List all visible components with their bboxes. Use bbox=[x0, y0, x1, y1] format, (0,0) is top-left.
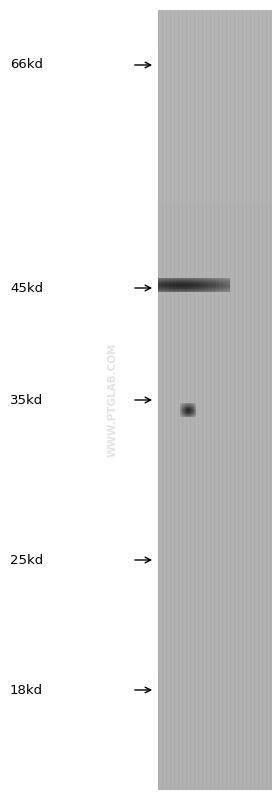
Bar bbox=[158, 634, 272, 673]
Bar bbox=[242, 10, 243, 790]
Bar bbox=[250, 10, 251, 790]
Bar bbox=[158, 244, 272, 283]
Bar bbox=[158, 10, 159, 790]
Bar bbox=[218, 10, 219, 790]
Bar bbox=[262, 10, 263, 790]
Bar bbox=[186, 10, 187, 790]
Bar bbox=[158, 10, 272, 790]
Text: 66kd: 66kd bbox=[10, 58, 43, 71]
Text: 45kd: 45kd bbox=[10, 281, 43, 295]
Bar bbox=[198, 10, 199, 790]
Bar bbox=[266, 10, 267, 790]
Bar bbox=[158, 88, 272, 127]
Bar bbox=[158, 166, 272, 205]
Bar bbox=[194, 10, 195, 790]
Text: 18kd: 18kd bbox=[10, 683, 43, 697]
Bar bbox=[190, 10, 191, 790]
Bar bbox=[270, 10, 271, 790]
Bar bbox=[158, 673, 272, 712]
Bar bbox=[254, 10, 255, 790]
Bar bbox=[158, 127, 272, 166]
Bar bbox=[246, 10, 247, 790]
Bar bbox=[166, 10, 167, 790]
Bar bbox=[158, 49, 272, 88]
Text: 35kd: 35kd bbox=[10, 393, 43, 407]
Bar bbox=[206, 10, 207, 790]
Bar bbox=[226, 10, 227, 790]
Bar bbox=[238, 10, 239, 790]
Bar bbox=[162, 10, 163, 790]
Bar bbox=[158, 361, 272, 400]
Bar bbox=[158, 205, 272, 244]
Bar bbox=[170, 10, 171, 790]
Bar bbox=[158, 712, 272, 751]
Bar bbox=[158, 400, 272, 439]
Bar bbox=[158, 595, 272, 634]
Bar bbox=[182, 10, 183, 790]
Bar bbox=[158, 322, 272, 361]
Bar bbox=[178, 10, 179, 790]
Text: WWW.PTGLAB.COM: WWW.PTGLAB.COM bbox=[108, 342, 118, 457]
Bar bbox=[158, 517, 272, 556]
Bar bbox=[158, 10, 272, 49]
Bar bbox=[214, 10, 215, 790]
Bar bbox=[158, 478, 272, 517]
Bar bbox=[202, 10, 203, 790]
Bar bbox=[158, 283, 272, 322]
Bar bbox=[210, 10, 211, 790]
Bar bbox=[234, 10, 235, 790]
Bar bbox=[158, 439, 272, 478]
Bar bbox=[158, 556, 272, 595]
Bar bbox=[258, 10, 259, 790]
Bar bbox=[222, 10, 223, 790]
Bar bbox=[230, 10, 231, 790]
Bar bbox=[158, 751, 272, 790]
Text: 25kd: 25kd bbox=[10, 554, 43, 566]
Bar bbox=[174, 10, 175, 790]
